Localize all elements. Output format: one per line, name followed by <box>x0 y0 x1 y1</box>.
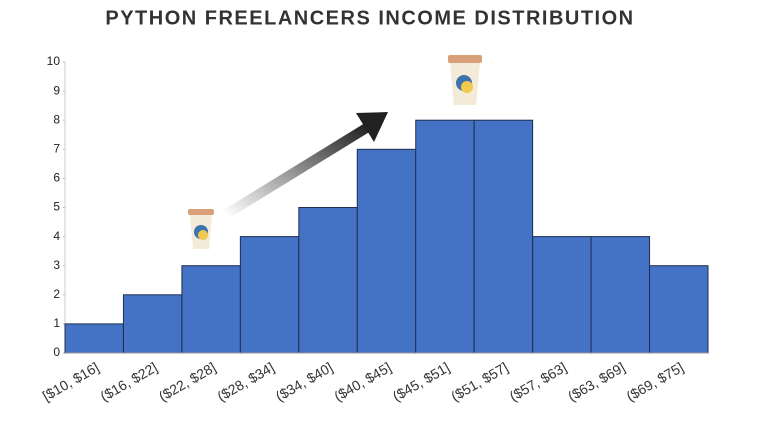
x-tick-label: ($63, $69] <box>565 359 628 404</box>
y-tick-label: 4 <box>53 229 60 243</box>
bar <box>649 265 709 354</box>
y-tick-label: 6 <box>53 171 60 185</box>
decoration-arrow <box>222 112 388 220</box>
x-tick-label: [$10, $16] <box>40 359 102 404</box>
bar <box>532 236 592 354</box>
y-tick-label: 10 <box>47 54 61 68</box>
plot-area: 0 1 2 3 4 5 6 7 8 9 10 [$10, $16]($16, $22]($22, $2… <box>40 54 709 404</box>
x-tick-label: ($51, $57] <box>448 359 511 404</box>
y-tick-label: 5 <box>53 200 60 214</box>
bar <box>64 323 124 354</box>
coffee-icon-small <box>188 209 214 249</box>
bar <box>415 119 475 354</box>
x-tick-label: ($40, $45] <box>331 359 394 404</box>
x-tick-label: ($34, $40] <box>273 359 336 404</box>
x-tick-label: ($57, $63] <box>507 359 570 404</box>
x-tick-label: ($28, $34] <box>214 359 277 404</box>
bar <box>298 207 358 354</box>
y-tick-label: 9 <box>53 83 60 97</box>
x-tick-label: ($69, $75] <box>624 359 687 404</box>
bar <box>356 148 417 354</box>
bar <box>181 265 241 354</box>
y-tick-label: 1 <box>53 316 60 330</box>
y-tick-label: 7 <box>53 141 60 155</box>
chart-title: PYTHON FREELANCERS INCOME DISTRIBUTION <box>105 7 634 29</box>
x-tick-label: ($45, $51] <box>390 359 453 404</box>
y-tick-label: 0 <box>53 345 60 359</box>
bar <box>122 294 183 354</box>
x-tick-label: ($16, $22] <box>97 359 160 404</box>
y-tick-label: 8 <box>53 112 60 126</box>
bar <box>239 236 300 354</box>
x-tick-label: ($22, $28] <box>156 359 219 404</box>
bar <box>473 119 534 354</box>
y-tick-label: 3 <box>53 258 60 272</box>
y-tick-label: 2 <box>53 287 60 301</box>
coffee-icon-large <box>448 55 482 105</box>
bar <box>590 236 651 354</box>
